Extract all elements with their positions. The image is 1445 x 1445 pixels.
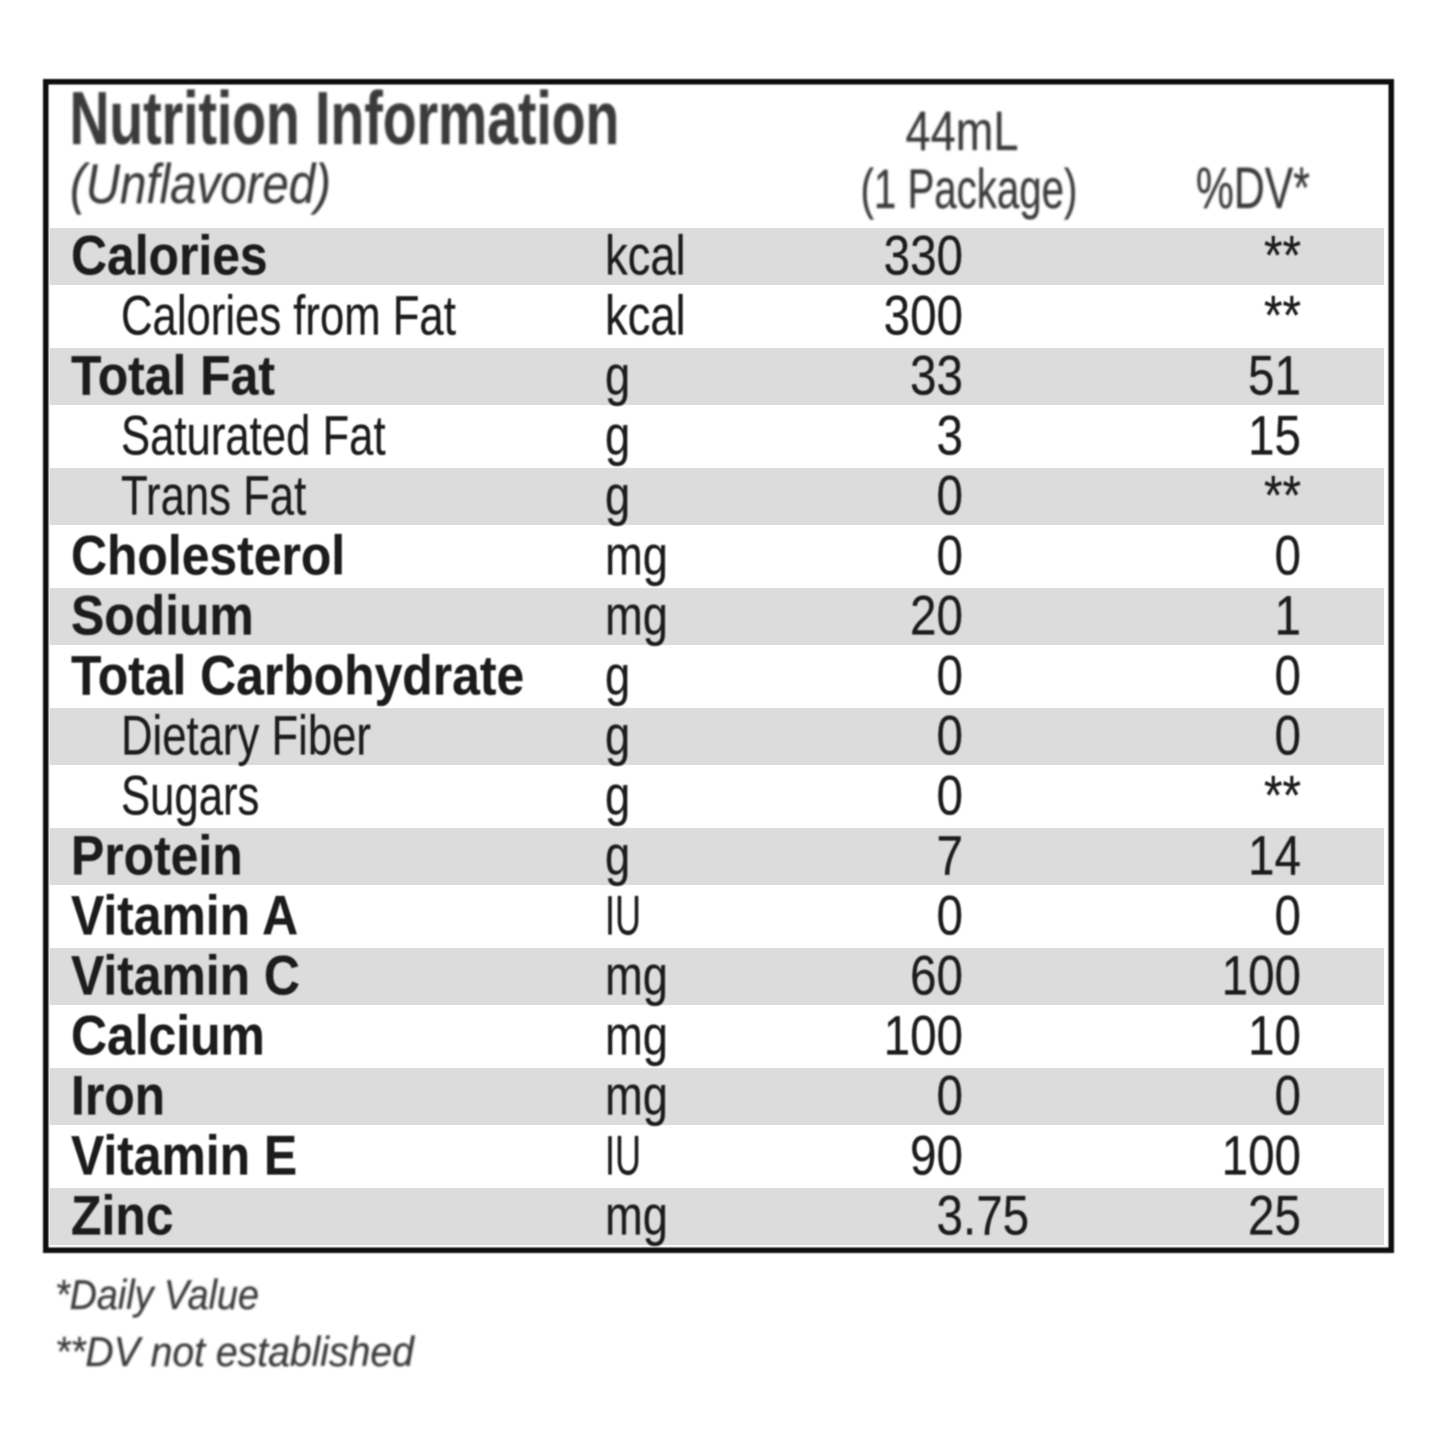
svg-text:60: 60: [910, 945, 963, 1007]
svg-text:100: 100: [884, 1005, 963, 1067]
svg-text:IU: IU: [605, 883, 641, 946]
svg-text:g: g: [605, 464, 630, 527]
svg-text:g: g: [605, 404, 630, 467]
svg-text:Calcium: Calcium: [71, 1005, 265, 1067]
svg-text:100: 100: [1222, 945, 1301, 1007]
svg-text:mg: mg: [605, 524, 668, 587]
svg-text:0: 0: [937, 465, 963, 527]
svg-text:**: **: [1264, 225, 1301, 287]
svg-text:Sugars: Sugars: [121, 764, 259, 826]
svg-text:25: 25: [1248, 1185, 1301, 1247]
svg-text:g: g: [605, 824, 630, 887]
svg-text:Calories from Fat: Calories from Fat: [121, 284, 456, 346]
svg-text:44mL: 44mL: [906, 99, 1019, 162]
svg-text:g: g: [605, 344, 630, 407]
svg-text:Iron: Iron: [71, 1065, 165, 1127]
svg-text:Vitamin E: Vitamin E: [71, 1125, 297, 1187]
svg-text:Vitamin A: Vitamin A: [71, 885, 298, 947]
svg-text:90: 90: [910, 1125, 963, 1187]
svg-text:14: 14: [1248, 825, 1301, 887]
svg-text:0: 0: [937, 885, 963, 947]
svg-text:g: g: [605, 764, 630, 827]
svg-text:0: 0: [937, 645, 963, 707]
svg-text:Calories: Calories: [71, 225, 268, 287]
svg-text:g: g: [605, 704, 630, 767]
svg-text:0: 0: [1275, 885, 1301, 947]
svg-text:Total Carbohydrate: Total Carbohydrate: [71, 645, 524, 707]
svg-text:**DV not established: **DV not established: [55, 1328, 415, 1376]
svg-text:3: 3: [937, 405, 963, 467]
svg-text:7: 7: [937, 825, 963, 887]
svg-text:IU: IU: [605, 1123, 641, 1186]
svg-text:330: 330: [884, 225, 963, 287]
svg-text:33: 33: [910, 345, 963, 407]
svg-text:mg: mg: [605, 1004, 668, 1067]
svg-text:mg: mg: [605, 584, 668, 647]
svg-text:15: 15: [1248, 405, 1301, 467]
svg-text:0: 0: [937, 525, 963, 587]
svg-text:g: g: [605, 644, 630, 707]
svg-text:Vitamin C: Vitamin C: [71, 945, 300, 1007]
svg-text:0: 0: [1275, 525, 1301, 587]
svg-text:Dietary Fiber: Dietary Fiber: [121, 704, 371, 766]
svg-text:Nutrition Information: Nutrition Information: [69, 76, 619, 160]
svg-text:Saturated Fat: Saturated Fat: [121, 404, 386, 466]
svg-text:Sodium: Sodium: [71, 585, 254, 647]
svg-text:**: **: [1264, 465, 1301, 527]
svg-text:300: 300: [884, 285, 963, 347]
svg-text:**: **: [1264, 765, 1301, 827]
svg-text:0: 0: [937, 1065, 963, 1127]
svg-text:%DV*: %DV*: [1196, 156, 1310, 221]
svg-text:0: 0: [937, 765, 963, 827]
svg-text:0: 0: [1275, 1065, 1301, 1127]
svg-text:(Unflavored): (Unflavored): [70, 152, 331, 215]
svg-text:100: 100: [1222, 1125, 1301, 1187]
svg-text:kcal: kcal: [605, 284, 686, 347]
svg-text:Cholesterol: Cholesterol: [71, 525, 345, 587]
svg-text:0: 0: [937, 705, 963, 767]
svg-text:0: 0: [1275, 705, 1301, 767]
svg-text:Protein: Protein: [71, 825, 243, 887]
svg-text:kcal: kcal: [605, 224, 686, 287]
svg-text:(1 Package): (1 Package): [861, 159, 1078, 221]
svg-text:mg: mg: [605, 1184, 668, 1247]
svg-text:Trans Fat: Trans Fat: [121, 464, 306, 526]
svg-text:1: 1: [1275, 585, 1301, 647]
svg-text:Zinc: Zinc: [71, 1185, 173, 1247]
svg-text:0: 0: [1275, 645, 1301, 707]
svg-text:*Daily Value: *Daily Value: [55, 1272, 259, 1318]
svg-text:3.75: 3.75: [937, 1185, 1030, 1247]
svg-text:20: 20: [910, 585, 963, 647]
svg-text:Total Fat: Total Fat: [71, 345, 275, 407]
svg-text:**: **: [1264, 285, 1301, 347]
svg-text:10: 10: [1248, 1005, 1301, 1067]
svg-text:51: 51: [1248, 345, 1301, 407]
svg-text:mg: mg: [605, 1064, 668, 1127]
svg-text:mg: mg: [605, 944, 668, 1007]
